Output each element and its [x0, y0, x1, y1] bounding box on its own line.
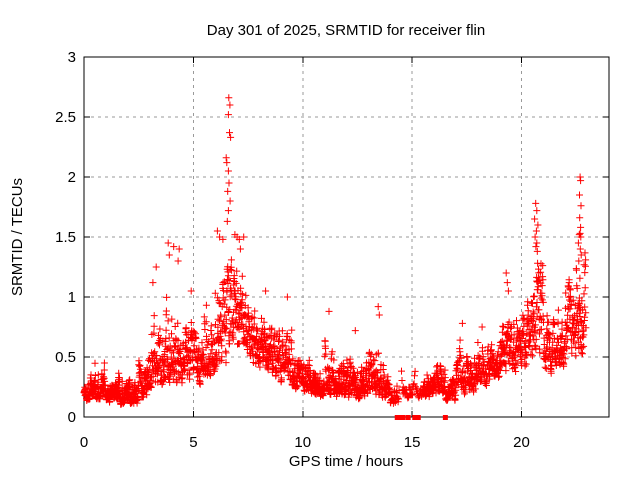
x-tick-label: 5 — [189, 434, 197, 451]
y-tick-label: 1.5 — [55, 229, 76, 246]
zero-flag-square — [394, 415, 400, 420]
chart-title: Day 301 of 2025, SRMTID for receiver fli… — [207, 22, 485, 39]
x-tick-label: 0 — [80, 434, 88, 451]
y-tick-label: 2 — [68, 169, 76, 186]
zero-flag-square — [412, 415, 418, 420]
y-tick-label: 3 — [68, 49, 76, 66]
y-tick-label: 0 — [68, 409, 76, 426]
tick-labels: 0 5 10 15 20 0 0.5 1 1.5 2 2.5 3 — [55, 49, 530, 451]
zero-flag-square — [442, 415, 448, 420]
y-tick-label: 0.5 — [55, 349, 76, 366]
x-tick-label: 15 — [404, 434, 421, 451]
x-tick-label: 20 — [513, 434, 530, 451]
y-tick-label: 2.5 — [55, 109, 76, 126]
x-tick-label: 10 — [294, 434, 311, 451]
grid-lines — [84, 57, 609, 417]
y-tick-label: 1 — [68, 289, 76, 306]
zero-flag-square — [400, 415, 406, 420]
data-points-red-crosses — [80, 94, 590, 408]
tick-marks — [83, 56, 609, 418]
zero-flag-square — [397, 415, 403, 420]
zero-flag-markers — [394, 415, 448, 420]
zero-flag-square — [405, 415, 411, 420]
zero-flag-square — [415, 415, 421, 420]
y-axis-label: SRMTID / TECUs — [9, 178, 26, 296]
x-axis-label: GPS time / hours — [289, 453, 403, 470]
